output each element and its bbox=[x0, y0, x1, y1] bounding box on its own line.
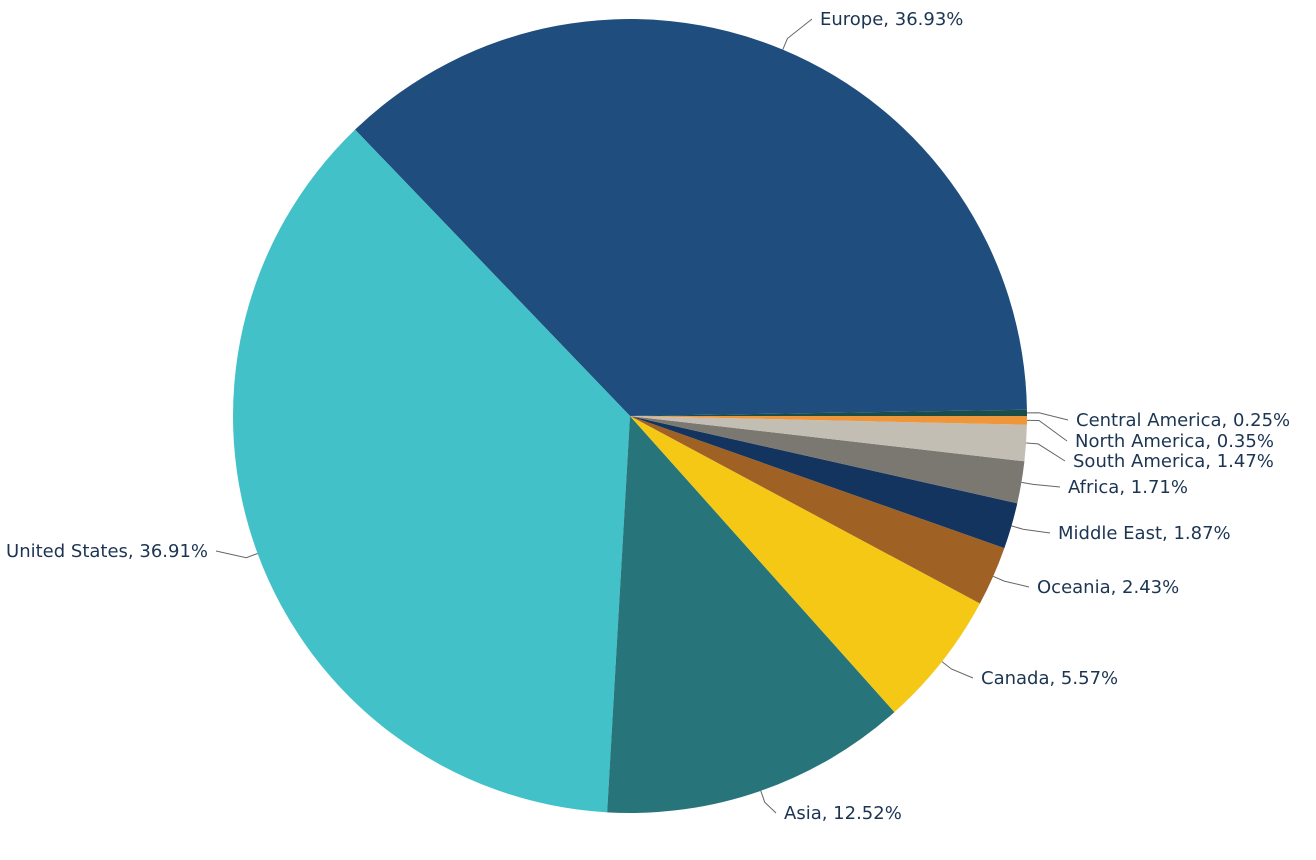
data-label-canada: Canada, 5.57% bbox=[981, 668, 1118, 689]
pie-slice-united-states bbox=[233, 129, 630, 813]
leader-line-central-america bbox=[1026, 412, 1069, 421]
pie-slice-oceania bbox=[630, 416, 1005, 604]
data-labels: Central America, 0.25% Europe, 36.93% Unit… bbox=[6, 9, 1290, 824]
data-label-south-america: South America, 1.47% bbox=[1073, 451, 1274, 472]
leader-lines bbox=[215, 18, 1069, 814]
leader-line-africa bbox=[1021, 481, 1061, 488]
leader-line-middle-east bbox=[1011, 525, 1051, 534]
pie-slice-canada bbox=[630, 416, 980, 713]
data-label-north-america: North America, 0.35% bbox=[1075, 431, 1274, 452]
data-label-africa: Africa, 1.71% bbox=[1068, 477, 1188, 498]
leader-line-oceania bbox=[993, 575, 1030, 588]
leader-line-europe bbox=[782, 18, 813, 50]
pie-slice-africa bbox=[630, 416, 1025, 504]
pie-slice-south-america bbox=[630, 416, 1027, 462]
leader-line-north-america bbox=[1026, 419, 1068, 442]
pie-slice-europe bbox=[355, 19, 1027, 416]
data-label-asia: Asia, 12.52% bbox=[784, 803, 902, 824]
leader-line-south-america bbox=[1026, 442, 1066, 462]
pie-slice-asia bbox=[607, 416, 895, 813]
pie-slices bbox=[233, 19, 1027, 813]
data-label-central-america: Central America, 0.25% bbox=[1076, 410, 1290, 431]
leader-line-asia bbox=[760, 790, 777, 814]
data-label-europe: Europe, 36.93% bbox=[820, 9, 963, 30]
leader-line-canada bbox=[941, 661, 974, 679]
pie-slice-north-america bbox=[630, 416, 1027, 425]
leader-line-united-states bbox=[215, 550, 258, 559]
data-label-oceania: Oceania, 2.43% bbox=[1037, 577, 1179, 598]
pie-slice-central-america bbox=[630, 409, 1027, 416]
pie-slice-middle-east bbox=[630, 416, 1018, 549]
data-label-middle-east: Middle East, 1.87% bbox=[1058, 523, 1231, 544]
data-label-united-states: United States, 36.91% bbox=[6, 541, 208, 562]
